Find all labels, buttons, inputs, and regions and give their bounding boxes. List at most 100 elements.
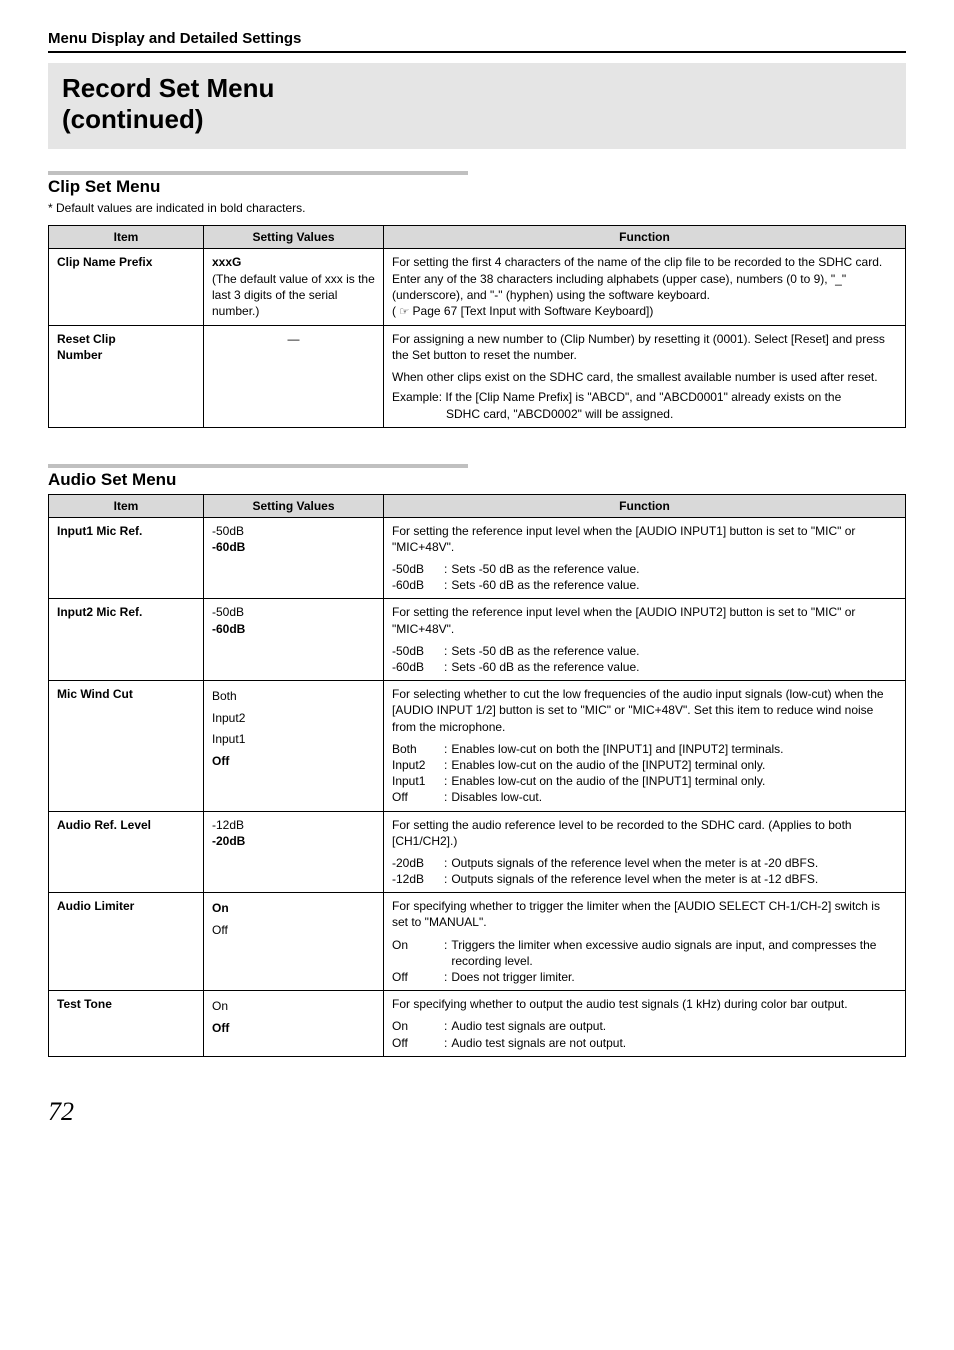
col-function: Function: [384, 494, 906, 517]
item-line2: Number: [57, 348, 102, 362]
func-intro: For specifying whether to trigger the li…: [392, 898, 897, 930]
function-cell: For specifying whether to output the aud…: [384, 991, 906, 1057]
opt-val: Outputs signals of the reference level w…: [451, 855, 818, 871]
opt-key: Off: [392, 789, 440, 805]
subhead-rule: [48, 464, 468, 468]
opt-val: Outputs signals of the reference level w…: [451, 871, 818, 887]
setting-bold: Off: [212, 754, 229, 768]
table-row: Input1 Mic Ref. -50dB -60dB For setting …: [49, 517, 906, 599]
function-cell: For setting the first 4 characters of th…: [384, 249, 906, 325]
func-p2: When other clips exist on the SDHC card,…: [392, 369, 897, 385]
opt-val: Audio test signals are output.: [451, 1018, 606, 1034]
setting-cell: -50dB -60dB: [204, 599, 384, 681]
func-p3-text: Page 67 [Text Input with Software Keyboa…: [409, 304, 653, 318]
setting-bold: -60dB: [212, 622, 245, 636]
opt-val: Audio test signals are not output.: [451, 1035, 626, 1051]
colon: :: [440, 1018, 451, 1034]
colon: :: [440, 741, 451, 757]
example-body1: If the [Clip Name Prefix] is "ABCD", and…: [445, 390, 841, 404]
colon: :: [440, 1035, 451, 1051]
func-option: -50dB:Sets -50 dB as the reference value…: [392, 643, 897, 659]
col-setting: Setting Values: [204, 494, 384, 517]
func-option: -50dB:Sets -50 dB as the reference value…: [392, 561, 897, 577]
function-cell: For selecting whether to cut the low fre…: [384, 681, 906, 811]
setting-val: On: [212, 999, 228, 1013]
opt-key: Off: [392, 1035, 440, 1051]
func-p2: Enter any of the 38 characters including…: [392, 271, 897, 303]
table-header-row: Item Setting Values Function: [49, 226, 906, 249]
setting-cell: -50dB -60dB: [204, 517, 384, 599]
opt-val: Sets -60 dB as the reference value.: [451, 659, 639, 675]
colon: :: [440, 789, 451, 805]
setting-bold: xxxG: [212, 255, 241, 269]
opt-key: -20dB: [392, 855, 440, 871]
setting-bold: On: [212, 901, 229, 915]
example-body2: SDHC card, "ABCD0002" will be assigned.: [392, 406, 897, 422]
setting-cell: -12dB -20dB: [204, 811, 384, 893]
function-cell: For setting the audio reference level to…: [384, 811, 906, 893]
func-option: -20dB:Outputs signals of the reference l…: [392, 855, 897, 871]
setting-val: Off: [212, 923, 228, 937]
colon: :: [440, 757, 451, 773]
col-function: Function: [384, 226, 906, 249]
paren-open: (: [392, 304, 399, 318]
opt-key: On: [392, 937, 440, 969]
opt-key: Input1: [392, 773, 440, 789]
col-item: Item: [49, 494, 204, 517]
title-band: Record Set Menu (continued): [48, 63, 906, 149]
item-line1: Reset Clip: [57, 332, 116, 346]
func-option: Input1:Enables low-cut on the audio of t…: [392, 773, 897, 789]
func-option: Off:Disables low-cut.: [392, 789, 897, 805]
setting-cell: —: [204, 325, 384, 427]
table-row: Reset Clip Number — For assigning a new …: [49, 325, 906, 427]
item-cell: Audio Limiter: [49, 893, 204, 991]
opt-key: -60dB: [392, 659, 440, 675]
func-example: Example: If the [Clip Name Prefix] is "A…: [392, 389, 897, 421]
opt-val: Sets -50 dB as the reference value.: [451, 643, 639, 659]
func-option: Input2:Enables low-cut on the audio of t…: [392, 757, 897, 773]
setting-val: Input2: [212, 711, 245, 725]
table-row: Clip Name Prefix xxxG (The default value…: [49, 249, 906, 325]
col-setting: Setting Values: [204, 226, 384, 249]
title-line-1: Record Set Menu: [62, 73, 274, 103]
setting-val: -50dB: [212, 524, 244, 538]
setting-cell: Both Input2 Input1 Off: [204, 681, 384, 811]
func-intro: For specifying whether to output the aud…: [392, 996, 897, 1012]
item-cell: Input1 Mic Ref.: [49, 517, 204, 599]
table-row: Input2 Mic Ref. -50dB -60dB For setting …: [49, 599, 906, 681]
func-option: On:Triggers the limiter when excessive a…: [392, 937, 897, 969]
section-header: Menu Display and Detailed Settings: [48, 30, 906, 53]
colon: :: [440, 969, 451, 985]
setting-val: -50dB: [212, 605, 244, 619]
setting-rest: (The default value of xxx is the last 3 …: [212, 272, 375, 318]
item-cell: Input2 Mic Ref.: [49, 599, 204, 681]
function-cell: For assigning a new number to (Clip Numb…: [384, 325, 906, 427]
func-p3: ( ☞ Page 67 [Text Input with Software Ke…: [392, 303, 897, 320]
colon: :: [440, 773, 451, 789]
func-intro: For selecting whether to cut the low fre…: [392, 686, 897, 735]
func-option: -60dB:Sets -60 dB as the reference value…: [392, 659, 897, 675]
opt-key: On: [392, 1018, 440, 1034]
opt-key: -12dB: [392, 871, 440, 887]
colon: :: [440, 643, 451, 659]
table-row: Test Tone On Off For specifying whether …: [49, 991, 906, 1057]
setting-val: Input1: [212, 732, 245, 746]
setting-cell: On Off: [204, 893, 384, 991]
opt-val: Enables low-cut on the audio of the [INP…: [451, 757, 765, 773]
table-row: Audio Ref. Level -12dB -20dB For setting…: [49, 811, 906, 893]
opt-key: Both: [392, 741, 440, 757]
opt-val: Enables low-cut on the audio of the [INP…: [451, 773, 765, 789]
opt-val: Enables low-cut on both the [INPUT1] and…: [451, 741, 783, 757]
page-number: 72: [48, 1097, 906, 1127]
setting-val: -12dB: [212, 818, 244, 832]
setting-cell: On Off: [204, 991, 384, 1057]
subhead-rule: [48, 171, 468, 175]
func-intro: For setting the audio reference level to…: [392, 817, 897, 849]
clip-set-heading: Clip Set Menu: [48, 177, 906, 197]
opt-key: Input2: [392, 757, 440, 773]
function-cell: For setting the reference input level wh…: [384, 517, 906, 599]
opt-val: Sets -50 dB as the reference value.: [451, 561, 639, 577]
default-note: * Default values are indicated in bold c…: [48, 201, 906, 215]
opt-key: -60dB: [392, 577, 440, 593]
colon: :: [440, 871, 451, 887]
